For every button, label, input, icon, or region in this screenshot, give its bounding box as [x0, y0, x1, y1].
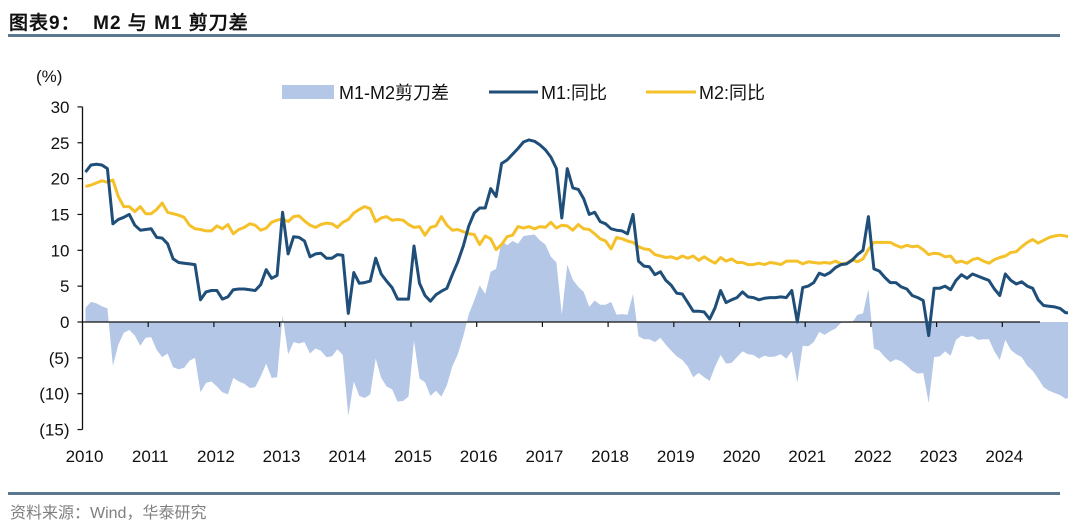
x-tick-label: 2020 — [723, 447, 761, 466]
x-tick-label: 2023 — [920, 447, 958, 466]
y-tick-label: 15 — [51, 205, 70, 224]
gap-area-layer — [85, 234, 1068, 416]
x-tick-label: 2016 — [460, 447, 498, 466]
y-tick-label: 5 — [60, 277, 69, 296]
y-tick-label: (10) — [39, 385, 69, 404]
legend-label-m2: M2:同比 — [699, 83, 765, 103]
y-axis-unit-label: (%) — [36, 67, 62, 86]
y-tick-label: 30 — [51, 98, 70, 117]
title-divider — [8, 34, 1060, 37]
y-tick-label: 25 — [51, 134, 70, 153]
chart-title: 图表9： M2 与 M1 剪刀差 — [9, 13, 249, 34]
y-tick-label: 0 — [60, 313, 69, 332]
x-tick-label: 2015 — [394, 447, 432, 466]
y-tick-label: (15) — [39, 421, 69, 440]
line-layer — [84, 138, 1068, 338]
m2-yoy-line — [85, 178, 1068, 267]
x-tick-label: 2024 — [985, 447, 1023, 466]
x-tick-label: 2013 — [263, 447, 301, 466]
x-tick-label: 2022 — [854, 447, 892, 466]
x-tick-label: 2018 — [591, 447, 629, 466]
x-tick-label: 2019 — [657, 447, 695, 466]
y-tick-label: 10 — [51, 241, 70, 260]
footer-divider — [8, 492, 1060, 495]
gap-area — [85, 234, 1068, 416]
x-tick-label: 2014 — [328, 447, 366, 466]
x-tick-label: 2021 — [788, 447, 826, 466]
x-tick-label: 2012 — [197, 447, 235, 466]
y-tick-label: 20 — [51, 170, 70, 189]
legend-label-gap: M1-M2剪刀差 — [339, 83, 449, 103]
x-tick-label: 2011 — [132, 447, 169, 466]
legend-swatch-gap — [282, 85, 334, 99]
y-tick-label: (5) — [49, 349, 70, 368]
source-note: 资料来源：Wind，华泰研究 — [10, 505, 207, 522]
x-tick-label: 2017 — [525, 447, 563, 466]
legend-label-m1: M1:同比 — [541, 83, 607, 103]
legend: M1-M2剪刀差 M1:同比 M2:同比 — [282, 83, 765, 103]
m1-yoy-line — [84, 138, 1068, 338]
x-tick-label: 2010 — [66, 447, 104, 466]
